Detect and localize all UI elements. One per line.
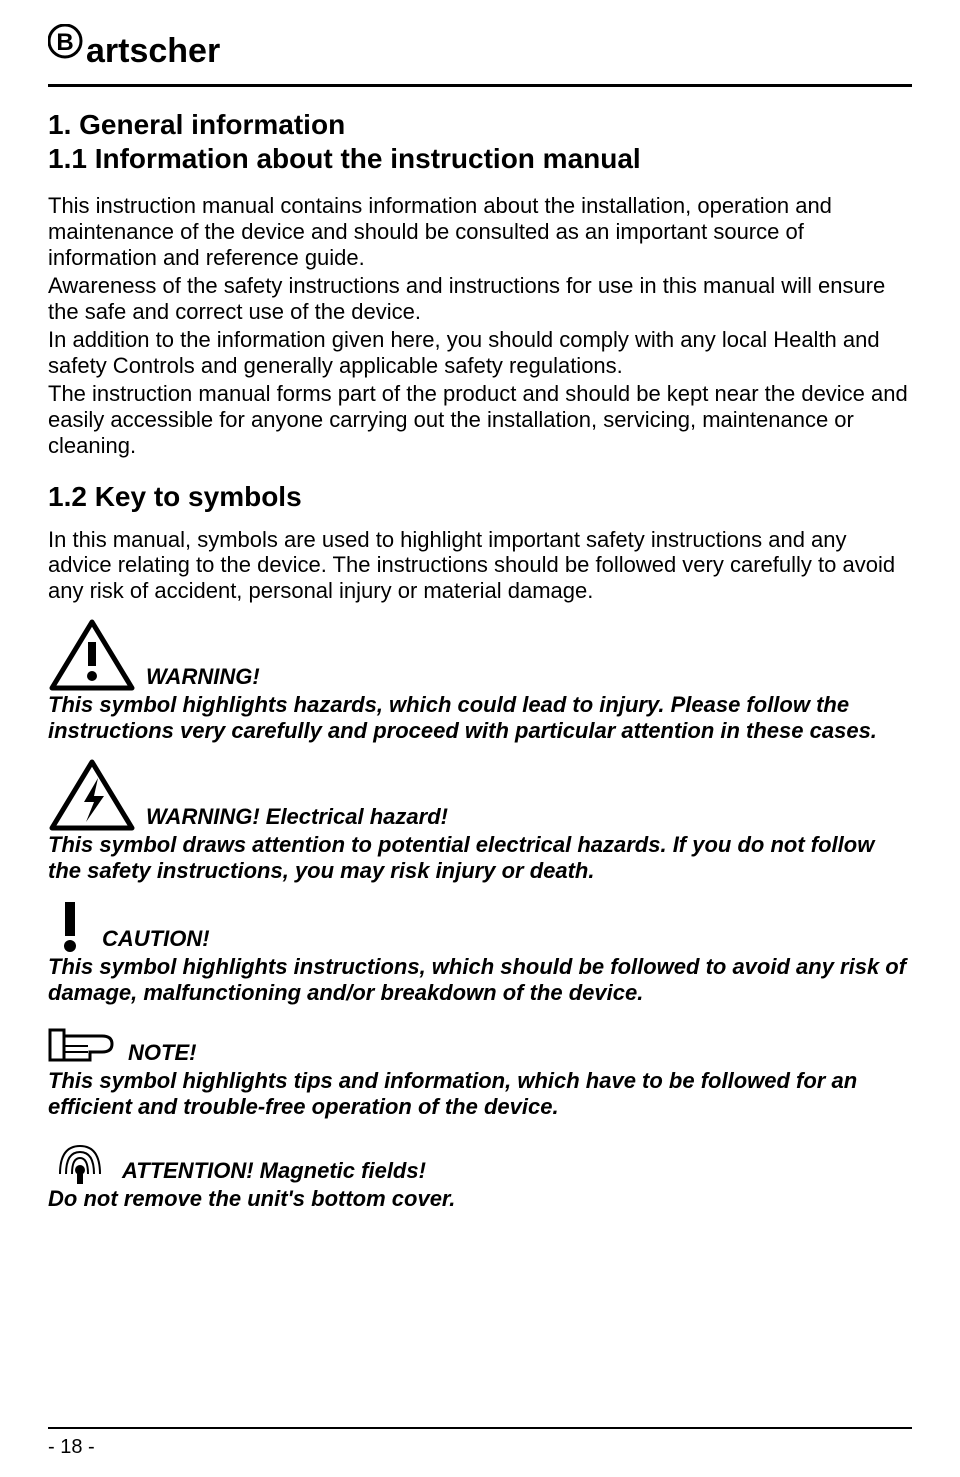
top-rule bbox=[48, 84, 912, 87]
electrical-hazard-icon bbox=[48, 758, 136, 832]
note-desc: This symbol highlights tips and informat… bbox=[48, 1068, 912, 1120]
magnetic-desc: Do not remove the unit's bottom cover. bbox=[48, 1186, 912, 1212]
symbol-magnetic-block: ATTENTION! Magnetic fields! Do not remov… bbox=[48, 1134, 912, 1212]
magnetic-label: ATTENTION! Magnetic fields! bbox=[122, 1158, 426, 1186]
note-label: NOTE! bbox=[128, 1040, 196, 1068]
bottom-rule bbox=[48, 1427, 912, 1429]
paragraph-1: This instruction manual contains informa… bbox=[48, 193, 912, 271]
symbol-caution-block: CAUTION! This symbol highlights instruct… bbox=[48, 898, 912, 1006]
warning-triangle-icon bbox=[48, 618, 136, 692]
heading-general-information: 1. General information bbox=[48, 109, 912, 141]
symbol-warning-block: WARNING! This symbol highlights hazards,… bbox=[48, 618, 912, 744]
brand-logo: B artscher bbox=[48, 24, 912, 78]
paragraph-2: Awareness of the safety instructions and… bbox=[48, 273, 912, 325]
warning-desc: This symbol highlights hazards, which co… bbox=[48, 692, 912, 744]
magnetic-field-icon bbox=[48, 1134, 112, 1186]
caution-label: CAUTION! bbox=[102, 926, 210, 954]
heading-1-1: 1.1 Information about the instruction ma… bbox=[48, 143, 912, 175]
page-number: - 18 - bbox=[48, 1436, 95, 1459]
pointing-hand-icon bbox=[48, 1020, 118, 1068]
paragraph-4: The instruction manual forms part of the… bbox=[48, 381, 912, 459]
caution-desc: This symbol highlights instructions, whi… bbox=[48, 954, 912, 1006]
svg-text:B: B bbox=[56, 29, 73, 56]
heading-1-2: 1.2 Key to symbols bbox=[48, 481, 912, 513]
svg-text:artscher: artscher bbox=[86, 32, 220, 70]
paragraph-3: In addition to the information given her… bbox=[48, 327, 912, 379]
warning-label: WARNING! bbox=[146, 664, 260, 692]
caution-exclamation-icon bbox=[48, 898, 92, 954]
electrical-label: WARNING! Electrical hazard! bbox=[146, 804, 448, 832]
symbol-electrical-block: WARNING! Electrical hazard! This symbol … bbox=[48, 758, 912, 884]
symbol-note-block: NOTE! This symbol highlights tips and in… bbox=[48, 1020, 912, 1120]
electrical-desc: This symbol draws attention to potential… bbox=[48, 832, 912, 884]
paragraph-5: In this manual, symbols are used to high… bbox=[48, 527, 912, 605]
